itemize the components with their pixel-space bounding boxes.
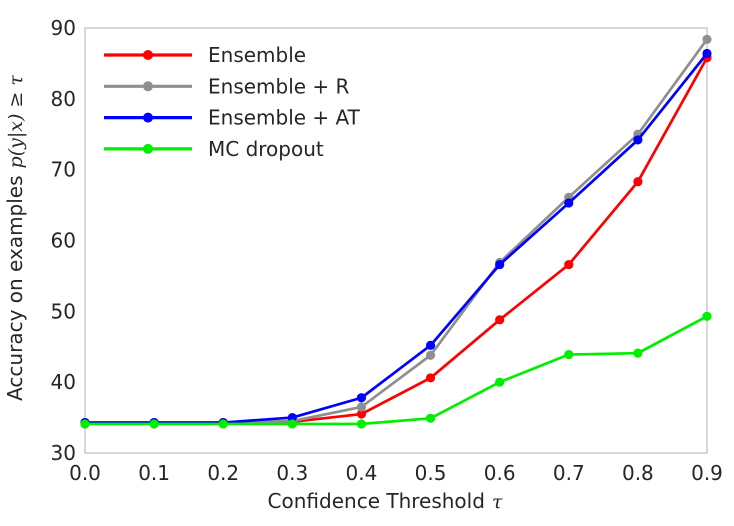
y-tick-label: 90 <box>51 16 76 40</box>
data-point <box>287 412 297 423</box>
y-tick-label: 60 <box>51 229 76 253</box>
x-tick-label: 0.9 <box>691 461 723 485</box>
legend-marker <box>143 81 153 92</box>
y-axis-tick-labels: 30 40 50 60 70 80 90 <box>51 16 76 465</box>
data-point <box>702 34 712 44</box>
y-tick-label: 50 <box>51 299 76 323</box>
legend: Ensemble Ensemble + R Ensemble + AT MC drop… <box>104 43 361 161</box>
data-point <box>564 259 574 270</box>
y-axis-label: Accuracy on examples p(y|x) ≥ τ <box>3 75 27 401</box>
data-point <box>564 349 574 360</box>
series-line-mc-dropout <box>85 315 708 426</box>
data-point <box>425 413 436 423</box>
legend-label: Ensemble + AT <box>208 106 361 130</box>
data-point <box>218 419 228 429</box>
y-tick-label: 70 <box>51 158 76 182</box>
data-point <box>149 419 159 429</box>
data-point <box>425 350 436 360</box>
data-point <box>495 259 505 270</box>
series-line-ensemble-at <box>85 52 709 424</box>
legend-label: Ensemble + R <box>208 74 350 98</box>
y-axis-label-math: p(y|x) ≥ τ <box>5 75 27 169</box>
y-tick-label: 40 <box>51 370 76 394</box>
data-point <box>702 311 712 321</box>
x-tick-label: 0.4 <box>346 461 378 485</box>
data-point <box>495 377 505 387</box>
series-line-ensemble-r <box>85 38 709 424</box>
y-tick-label: 30 <box>51 441 76 465</box>
data-point <box>702 48 712 59</box>
data-point <box>356 393 367 403</box>
y-tick-label: 80 <box>51 87 76 111</box>
plot-frame <box>84 27 708 454</box>
legend-marker <box>143 143 153 154</box>
x-axis-label-text: Confidence Threshold <box>268 489 485 513</box>
data-point <box>633 348 643 358</box>
x-tick-label: 0.2 <box>207 461 239 485</box>
data-point <box>356 419 367 429</box>
legend-item: MC dropout <box>104 137 324 161</box>
x-tick-label: 0.1 <box>138 461 170 485</box>
data-point <box>425 340 436 350</box>
legend-marker <box>143 112 153 123</box>
x-tick-label: 0.0 <box>69 461 101 485</box>
x-tick-label: 0.5 <box>415 461 447 485</box>
data-point <box>425 373 436 383</box>
x-axis-label-math: τ <box>492 491 503 513</box>
data-point <box>633 177 643 187</box>
x-axis-tick-labels: 0.0 0.1 0.2 0.3 0.4 0.5 0.6 0.7 0.8 0.9 <box>69 461 723 485</box>
series-line-ensemble <box>85 57 709 424</box>
legend-label: MC dropout <box>208 137 324 161</box>
legend-item: Ensemble <box>104 43 306 67</box>
data-point <box>564 198 574 208</box>
data-point <box>633 135 643 145</box>
x-axis-label: Confidence Threshold τ <box>268 489 503 513</box>
data-point <box>356 409 367 419</box>
data-point <box>356 402 367 412</box>
x-tick-label: 0.8 <box>622 461 654 485</box>
data-point <box>287 419 297 429</box>
legend-label: Ensemble <box>208 43 306 67</box>
data-point <box>80 419 90 429</box>
data-point <box>495 315 505 325</box>
series-group <box>80 34 712 429</box>
x-tick-label: 0.6 <box>484 461 516 485</box>
x-tick-label: 0.3 <box>276 461 308 485</box>
legend-item: Ensemble + AT <box>104 106 361 130</box>
legend-item: Ensemble + R <box>104 74 350 98</box>
legend-marker <box>143 50 153 60</box>
y-axis-label-text: Accuracy on examples <box>3 175 27 400</box>
x-tick-label: 0.7 <box>553 461 585 485</box>
